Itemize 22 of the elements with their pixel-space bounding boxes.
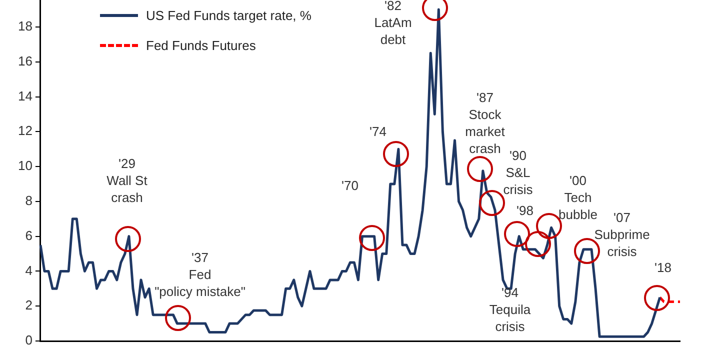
y-tick-label: 14 xyxy=(18,88,32,104)
y-tick-label: 8 xyxy=(25,193,32,208)
legend-label: US Fed Funds target rate, % xyxy=(146,8,312,22)
y-tick-label: 16 xyxy=(18,53,32,68)
y-tick-label: 18 xyxy=(18,18,32,34)
annotation: '18 xyxy=(654,260,672,276)
y-tick-label: 12 xyxy=(18,123,32,138)
y-tick-label: 4 xyxy=(25,262,32,278)
y-tick-label: 10 xyxy=(18,158,32,174)
annotation: '70 xyxy=(342,178,358,194)
annotation: '87 Stock market crash xyxy=(465,90,506,156)
annotation: '94 Tequila crisis xyxy=(489,285,532,334)
y-tick-label: 6 xyxy=(25,228,32,243)
y-tick-label: 2 xyxy=(25,298,32,313)
legend-label: Fed Funds Futures xyxy=(146,38,256,52)
y-tick-label: 0 xyxy=(25,332,32,348)
annotation: '74 xyxy=(370,124,386,140)
annotation: '90 S&L crisis xyxy=(503,148,534,198)
annotation: '29 Wall St crash xyxy=(106,156,148,206)
annotation: '98 xyxy=(516,203,534,218)
annotation: '82 LatAm debt xyxy=(374,0,412,48)
annotation: '37 Fed "policy mistake" xyxy=(154,250,246,300)
